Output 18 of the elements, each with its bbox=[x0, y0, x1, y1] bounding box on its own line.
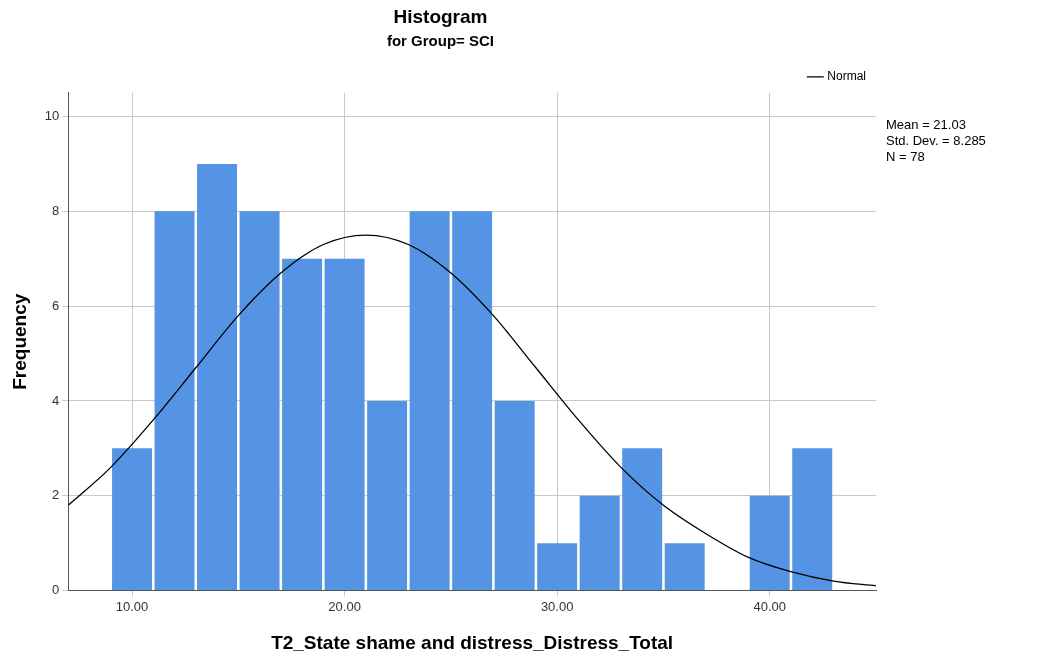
y-tick-label: 4 bbox=[52, 392, 60, 408]
text: Std. Dev. = 8.285 bbox=[886, 132, 986, 148]
text: N = 78 bbox=[886, 148, 925, 164]
chart-subtitle: for Group= SCI bbox=[386, 31, 495, 49]
x-tick-label: 20.00 bbox=[328, 598, 361, 614]
text: Mean = 21.03 bbox=[886, 116, 966, 132]
y-tick-label: 6 bbox=[52, 297, 60, 313]
x-tick-label: 40.00 bbox=[753, 598, 786, 614]
x-tick-label: 30.00 bbox=[540, 598, 574, 614]
y-axis-title: Frequency bbox=[8, 293, 30, 390]
legend-label: Normal bbox=[827, 69, 866, 84]
y-tick-label: 2 bbox=[52, 487, 60, 503]
x-tick-label: 10.00 bbox=[115, 598, 149, 614]
chart-title: Histogram bbox=[393, 5, 488, 27]
y-tick-label: 8 bbox=[52, 202, 60, 218]
y-tick-label: 10 bbox=[44, 108, 60, 124]
y-tick-label: 0 bbox=[52, 582, 60, 598]
x-axis-title: T2_State shame and distress_Distress_Total bbox=[271, 631, 674, 653]
